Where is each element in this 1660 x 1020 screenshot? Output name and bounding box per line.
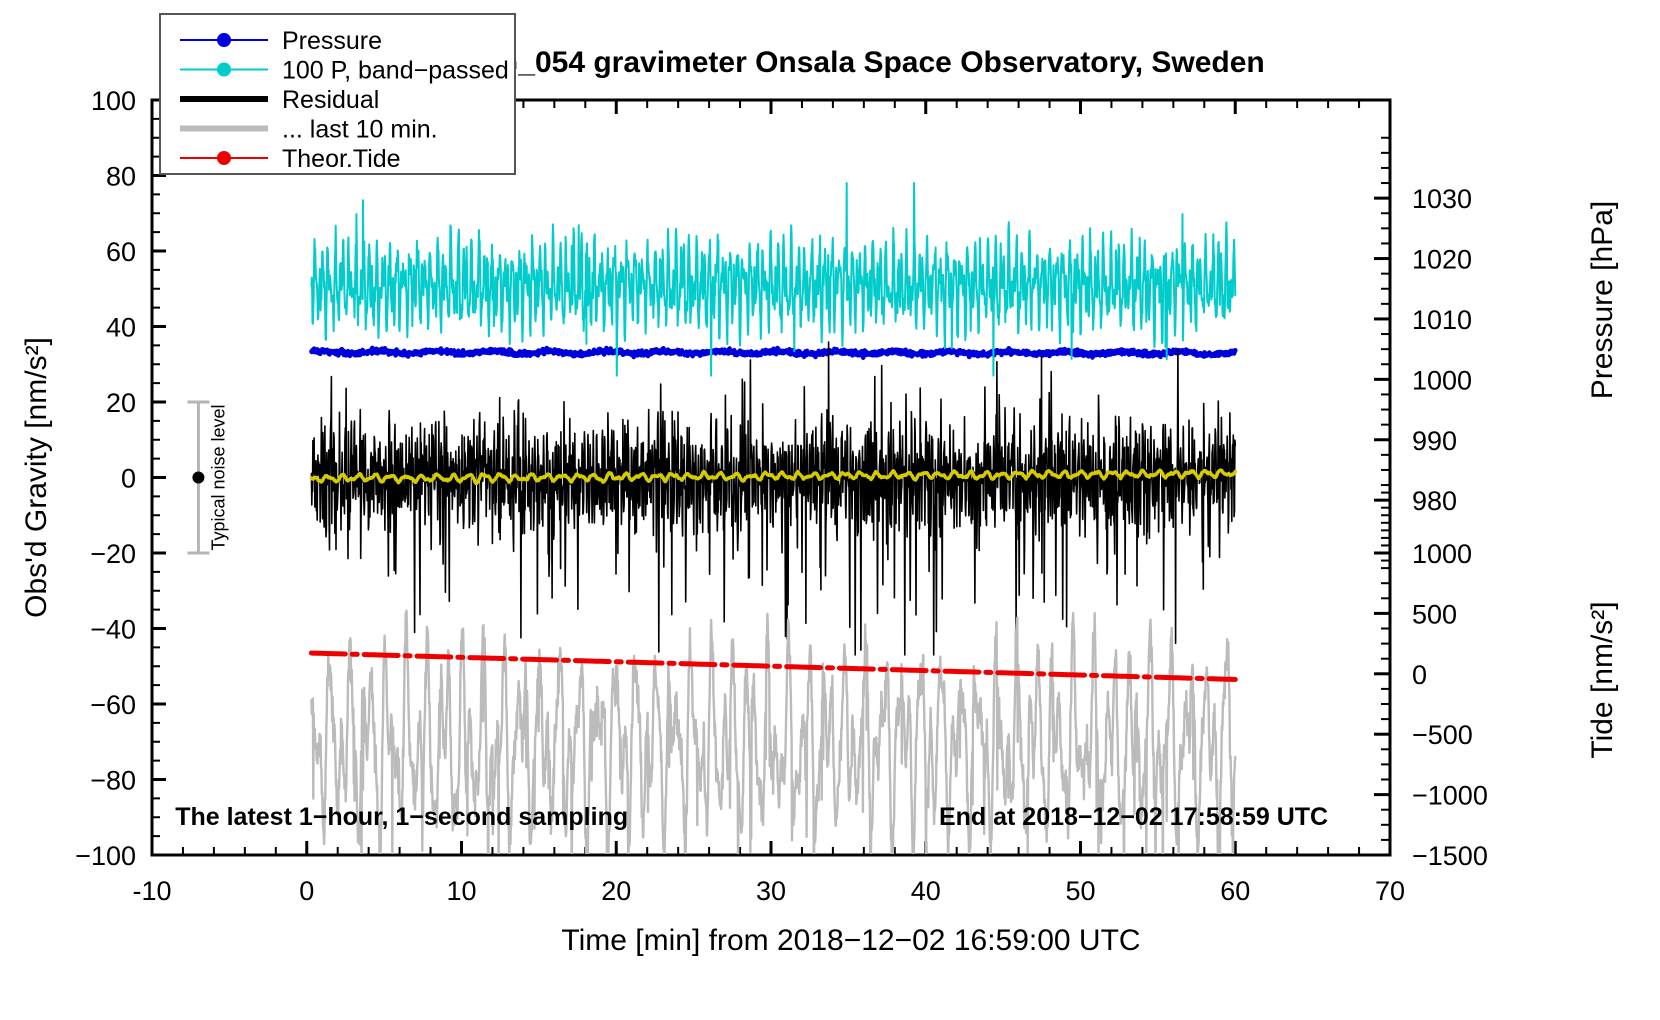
x-tick-label: 30 <box>756 876 786 906</box>
tide-axis-tick-label: 500 <box>1412 599 1457 629</box>
y-tick-label: 20 <box>106 388 136 418</box>
x-axis-title: Time [min] from 2018−12−02 16:59:00 UTC <box>561 924 1140 957</box>
legend-label-0: Pressure <box>282 27 382 55</box>
legend-label-3: ... last 10 min. <box>282 116 438 144</box>
series-theor-tide <box>308 650 1238 682</box>
noise-level-label: Typical noise level <box>208 404 228 550</box>
chart-title: SCG_054 gravimeter Onsala Space Observat… <box>453 46 1265 79</box>
y-tick-label: 100 <box>91 86 136 116</box>
pressure-axis-tick-label: 1030 <box>1412 184 1472 214</box>
legend-label-4: Theor.Tide <box>282 145 401 173</box>
y-tick-label: −40 <box>90 615 136 645</box>
noise-center-dot <box>192 471 205 484</box>
x-tick-label: 50 <box>1065 876 1095 906</box>
tide-axis-tick-label: −1500 <box>1412 841 1488 871</box>
y-tick-label: 80 <box>106 162 136 192</box>
tide-axis-title: Tide [nm/s²] <box>1586 601 1619 758</box>
legend-marker-4 <box>217 151 231 165</box>
tide-axis-tick-label: 1000 <box>1412 539 1472 569</box>
y-axis-title: Obs'd Gravity [nm/s²] <box>20 337 53 618</box>
series-pressure <box>309 345 1238 360</box>
pressure-axis-tick-label: 980 <box>1412 486 1457 516</box>
tide-axis-tick-label: −1000 <box>1412 781 1488 811</box>
pressure-axis-title: Pressure [hPa] <box>1586 201 1619 399</box>
series-last-10min <box>310 609 1237 854</box>
legend-label-1: 100 P, band−passed <box>282 57 509 85</box>
tide-axis-tick-label: 0 <box>1412 660 1427 690</box>
x-tick-label: 70 <box>1375 876 1405 906</box>
x-tick-label: 40 <box>911 876 941 906</box>
y-tick-label: 0 <box>121 464 136 494</box>
series-residual <box>310 341 1237 656</box>
x-tick-label: -10 <box>132 876 171 906</box>
y-tick-label: −20 <box>90 539 136 569</box>
y-tick-label: −80 <box>90 766 136 796</box>
series-band-passed <box>310 182 1237 377</box>
y-tick-label: 60 <box>106 237 136 267</box>
x-tick-label: 60 <box>1220 876 1250 906</box>
x-tick-label: 20 <box>601 876 631 906</box>
y-tick-label: −60 <box>90 690 136 720</box>
pressure-axis-tick-label: 1010 <box>1412 305 1472 335</box>
legend-marker-1 <box>217 62 231 77</box>
pressure-axis-tick-label: 990 <box>1412 426 1457 456</box>
y-tick-label: −100 <box>75 841 136 871</box>
y-tick-label: 40 <box>106 313 136 343</box>
series-smoothed-residual <box>309 468 1238 486</box>
annotation-latest-sampling: The latest 1−hour, 1−second sampling <box>175 803 628 831</box>
pressure-axis-tick-label: 1020 <box>1412 245 1472 275</box>
legend-label-2: Residual <box>282 86 379 114</box>
x-tick-label: 10 <box>446 876 476 906</box>
pressure-axis-tick-label: 1000 <box>1412 365 1472 395</box>
legend-marker-0 <box>217 33 231 47</box>
tide-axis-tick-label: −500 <box>1412 720 1473 750</box>
annotation-end-time: End at 2018−12−02 17:58:59 UTC <box>939 803 1328 831</box>
x-tick-label: 0 <box>299 876 314 906</box>
